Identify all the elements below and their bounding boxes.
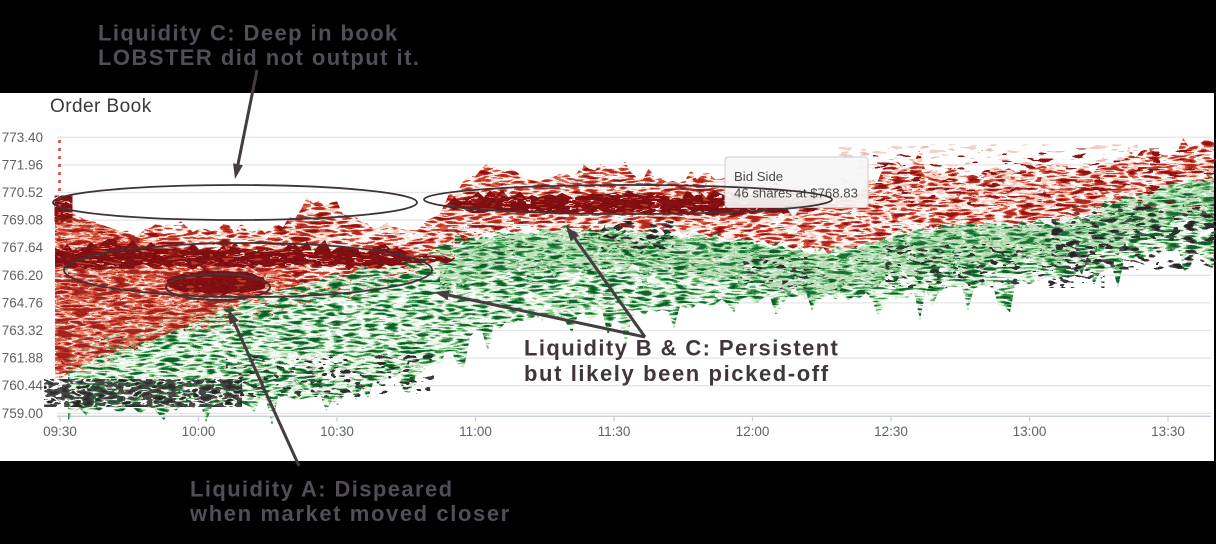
svg-text:764.76: 764.76: [2, 295, 43, 310]
svg-text:12:00: 12:00: [736, 424, 770, 439]
svg-text:767.64: 767.64: [2, 240, 44, 255]
svg-text:10:30: 10:30: [320, 424, 354, 439]
svg-text:Bid Side: Bid Side: [734, 169, 783, 184]
svg-text:770.52: 770.52: [2, 185, 43, 200]
svg-text:but likely been picked-off: but likely been picked-off: [524, 361, 830, 386]
svg-text:763.32: 763.32: [2, 323, 43, 338]
svg-text:LOBSTER did not output it.: LOBSTER did not output it.: [98, 45, 420, 70]
svg-text:773.40: 773.40: [2, 130, 43, 145]
svg-text:Liquidity C: Deep in book: Liquidity C: Deep in book: [98, 21, 399, 46]
svg-text:Liquidity A: Dispeared: Liquidity A: Dispeared: [190, 477, 453, 502]
svg-text:771.96: 771.96: [2, 157, 43, 172]
svg-text:Order Book: Order Book: [50, 96, 152, 117]
svg-text:10:00: 10:00: [182, 424, 216, 439]
svg-text:766.20: 766.20: [2, 268, 43, 283]
svg-text:09:30: 09:30: [43, 424, 77, 439]
svg-text:12:30: 12:30: [874, 424, 908, 439]
svg-text:769.08: 769.08: [2, 213, 43, 228]
svg-text:759.00: 759.00: [2, 406, 43, 421]
svg-text:11:30: 11:30: [598, 424, 631, 439]
svg-text:760.44: 760.44: [2, 378, 44, 393]
svg-text:11:00: 11:00: [459, 424, 492, 439]
svg-text:Liquidity B & C: Persistent: Liquidity B & C: Persistent: [524, 336, 839, 361]
svg-text:13:30: 13:30: [1151, 424, 1185, 439]
svg-text:761.88: 761.88: [2, 351, 43, 366]
svg-text:13:00: 13:00: [1013, 424, 1047, 439]
svg-text:when market moved closer: when market moved closer: [189, 501, 511, 526]
